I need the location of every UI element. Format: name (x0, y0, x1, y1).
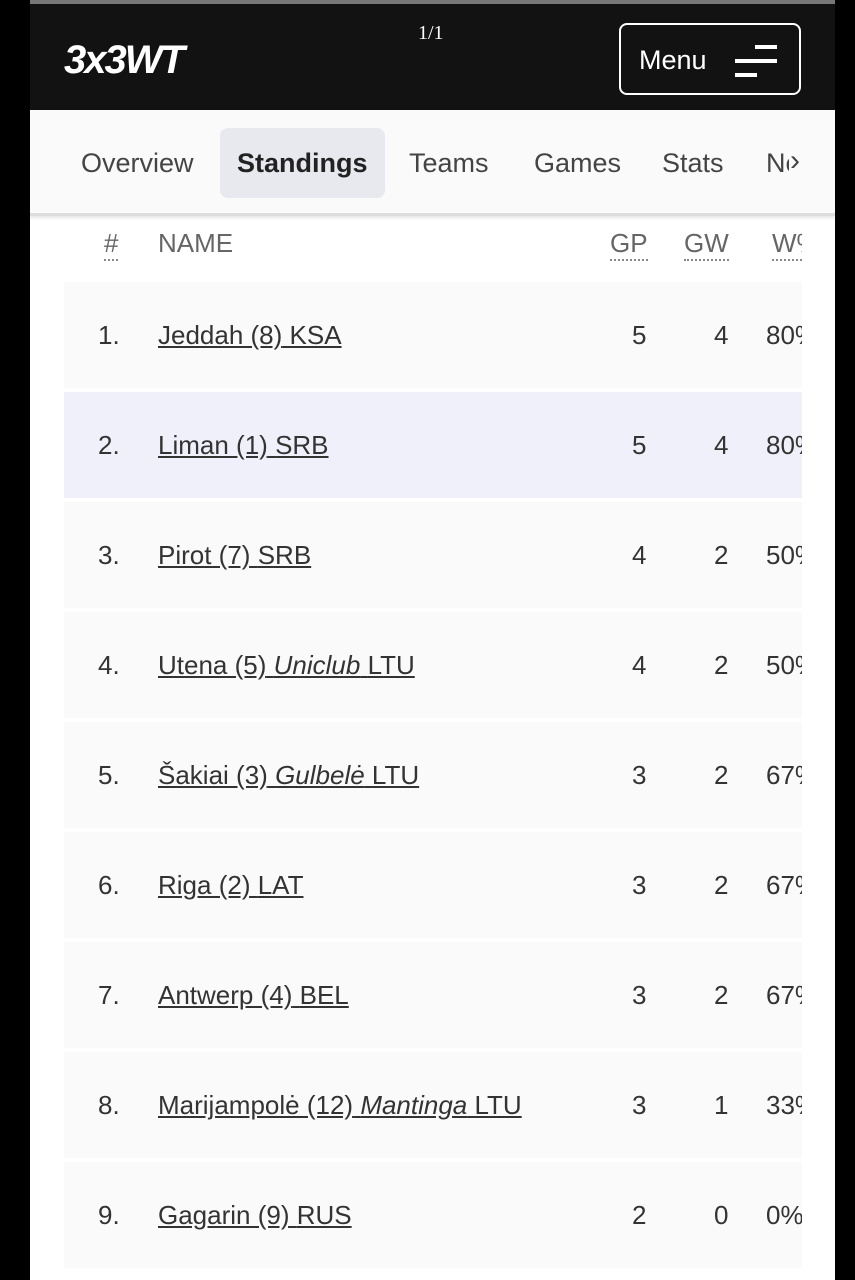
rank: 6. (98, 870, 120, 900)
team-city: Utena (5) (158, 650, 267, 680)
team-club: Uniclub (273, 650, 361, 680)
table-row: 3. Pirot (7) SRB 4 2 50% (64, 502, 802, 608)
table-row: 7. Antwerp (4) BEL 3 2 67% (64, 942, 802, 1048)
col-rank[interactable]: # (104, 228, 119, 261)
games-played: 3 (632, 760, 647, 790)
col-gp[interactable]: GP (610, 228, 648, 261)
menu-label: Menu (639, 45, 707, 75)
team-link[interactable]: Antwerp (4) BEL (158, 980, 349, 1011)
team-city: Antwerp (4) (158, 980, 293, 1010)
rank: 1. (98, 320, 120, 350)
tab-overview[interactable]: Overview (81, 148, 194, 178)
rank: 7. (98, 980, 120, 1010)
rank: 9. (98, 1200, 120, 1230)
games-won: 1 (714, 1090, 729, 1120)
win-percent: 67% (766, 980, 802, 1010)
team-link[interactable]: Jeddah (8) KSA (158, 320, 342, 351)
team-city: Gagarin (9) (158, 1200, 290, 1230)
win-percent: 80% (766, 430, 802, 460)
win-percent: 67% (766, 870, 802, 900)
games-played: 3 (632, 870, 647, 900)
team-link[interactable]: Gagarin (9) RUS (158, 1200, 352, 1231)
win-percent: 67% (766, 760, 802, 790)
team-city: Riga (2) (158, 870, 251, 900)
team-link[interactable]: Liman (1) SRB (158, 430, 329, 461)
games-won: 2 (714, 540, 729, 570)
col-gw[interactable]: GW (684, 228, 729, 261)
games-played: 5 (632, 430, 647, 460)
team-link[interactable]: Šakiai (3) Gulbelė LTU (158, 760, 419, 791)
table-row: 4. Utena (5) Uniclub LTU 4 2 50% (64, 612, 802, 718)
rank: 2. (98, 430, 120, 460)
games-played: 5 (632, 320, 647, 350)
top-edge (30, 0, 835, 4)
team-city: Liman (1) (158, 430, 268, 460)
col-name: NAME (158, 228, 234, 258)
tab-news[interactable]: News (766, 148, 789, 178)
rank: 8. (98, 1090, 120, 1120)
games-played: 2 (632, 1200, 647, 1230)
team-country: KSA (289, 320, 342, 350)
menu-icon (735, 45, 779, 77)
team-country: RUS (296, 1200, 352, 1230)
table-row: 2. Liman (1) SRB 5 4 80% (64, 392, 802, 498)
menu-button[interactable]: Menu (619, 23, 801, 95)
team-link[interactable]: Utena (5) Uniclub LTU (158, 650, 415, 681)
win-percent: 50% (766, 540, 802, 570)
table-row: 8. Marijampolė (12) Mantinga LTU 3 1 33% (64, 1052, 802, 1158)
team-country: LTU (474, 1090, 522, 1120)
tab-teams[interactable]: Teams (409, 148, 489, 178)
logo[interactable]: 3x3WT (64, 38, 185, 82)
tab-games[interactable]: Games (534, 148, 622, 178)
win-percent: 0% (766, 1200, 802, 1230)
chevron-right-icon[interactable]: › (790, 144, 800, 177)
team-link[interactable]: Riga (2) LAT (158, 870, 303, 901)
team-city: Marijampolė (12) (158, 1090, 354, 1120)
games-won: 2 (714, 980, 729, 1010)
table-row: 9. Gagarin (9) RUS 2 0 0% (64, 1162, 802, 1268)
col-win[interactable]: W% (772, 228, 802, 261)
tab-stats[interactable]: Stats (662, 148, 724, 178)
team-link[interactable]: Pirot (7) SRB (158, 540, 311, 571)
team-country: SRB (257, 540, 312, 570)
team-link[interactable]: Marijampolė (12) Mantinga LTU (158, 1090, 522, 1121)
table-header: # NAME GP GW W% (64, 222, 802, 278)
games-won: 2 (714, 760, 729, 790)
page: 3x3WT 1/1 Menu Overview Standings Teams … (30, 0, 835, 1280)
header: 3x3WT 1/1 Menu (30, 4, 835, 110)
rank: 4. (98, 650, 120, 680)
table-row: 5. Šakiai (3) Gulbelė LTU 3 2 67% (64, 722, 802, 828)
games-played: 3 (632, 980, 647, 1010)
games-won: 0 (714, 1200, 729, 1230)
team-city: Šakiai (3) (158, 760, 268, 790)
win-percent: 50% (766, 650, 802, 680)
games-won: 2 (714, 650, 729, 680)
games-won: 4 (714, 430, 729, 460)
rank: 5. (98, 760, 120, 790)
win-percent: 33% (766, 1090, 802, 1120)
team-country: BEL (299, 980, 349, 1010)
win-percent: 80% (766, 320, 802, 350)
games-won: 4 (714, 320, 729, 350)
tab-bar: Overview Standings Teams Games Stats New… (30, 110, 835, 216)
rank: 3. (98, 540, 120, 570)
team-club: Mantinga (360, 1090, 468, 1120)
team-country: LAT (257, 870, 304, 900)
table-row: 1. Jeddah (8) KSA 5 4 80% (64, 282, 802, 388)
team-country: SRB (275, 430, 329, 460)
team-country: LTU (367, 650, 415, 680)
games-played: 3 (632, 1090, 647, 1120)
tab-standings[interactable]: Standings (220, 128, 385, 198)
page-indicator: 1/1 (418, 22, 444, 44)
team-club: Gulbelė (275, 760, 365, 790)
team-country: LTU (371, 760, 420, 790)
team-city: Pirot (7) (158, 540, 251, 570)
games-played: 4 (632, 540, 647, 570)
games-won: 2 (714, 870, 729, 900)
team-city: Jeddah (8) (158, 320, 283, 350)
games-played: 4 (632, 650, 647, 680)
table-row: 6. Riga (2) LAT 3 2 67% (64, 832, 802, 938)
